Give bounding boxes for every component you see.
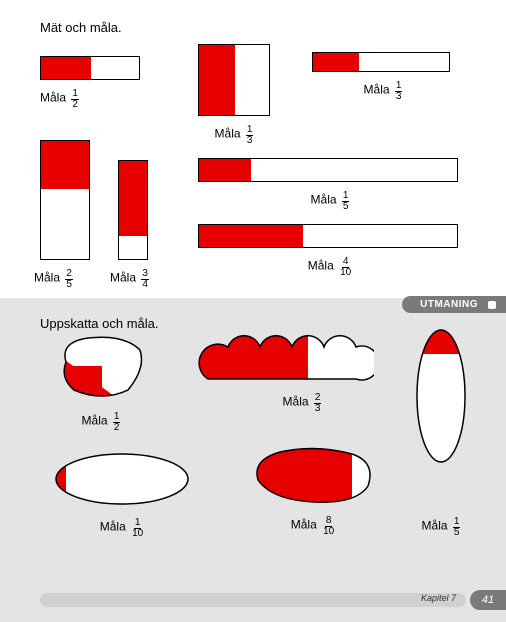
cloud-icon (190, 335, 374, 383)
rect (198, 158, 458, 182)
shape-label: Måla 12 (54, 411, 148, 432)
measure-section: Mät och måla. Måla 12 Måla 13 Måla 13 Må… (0, 0, 506, 298)
ellipse-icon (414, 326, 468, 466)
shape-ellipse-vertical (414, 326, 468, 471)
rect-label: Måla 25 (34, 268, 100, 289)
shape-label: Måla 810 (248, 515, 378, 536)
rect (312, 52, 450, 72)
ellipse-h-icon (52, 450, 192, 508)
page-number: 41 (470, 590, 506, 610)
shape-cloud: Måla 23 (190, 335, 374, 413)
fraction: 13 (246, 125, 254, 146)
rect-fill (119, 161, 147, 236)
rect-group-two-fifths (40, 140, 90, 260)
blob2-icon (248, 444, 378, 506)
rect (40, 140, 90, 260)
rect-fill (199, 159, 251, 181)
rect-fill (199, 45, 235, 115)
label-text: Måla (364, 83, 390, 97)
rect-group-third-bar (312, 52, 450, 72)
label-text: Måla (311, 193, 337, 207)
fraction: 12 (113, 412, 121, 433)
rect-label: Måla 12 (40, 88, 100, 109)
rect-fill (199, 225, 303, 247)
label-text: Måla (308, 259, 334, 273)
chapter-label: Kapitel 7 (421, 593, 456, 603)
label-text: Måla (283, 395, 309, 409)
fraction: 23 (314, 393, 322, 414)
rect-label: Måla 34 (110, 268, 170, 289)
rect-group-four-tenths (198, 224, 458, 248)
rect-label: Måla 410 (300, 256, 360, 277)
rect-label: Måla 13 (348, 80, 418, 101)
rect-group-three-quarters (118, 160, 148, 260)
rect-group-third-sq (198, 44, 270, 116)
label-text: Måla (40, 91, 66, 105)
fraction: 25 (65, 269, 73, 290)
fraction: 34 (141, 269, 149, 290)
shape-blob-eight: Måla 810 (248, 444, 378, 536)
rect (118, 160, 148, 260)
fraction: 15 (453, 517, 461, 538)
fraction: 810 (322, 516, 335, 537)
shape-ellipse-h: Måla 110 (52, 450, 192, 538)
shape-label: Måla 110 (52, 517, 192, 538)
rect-group-half (40, 56, 140, 80)
label-text: Måla (291, 518, 317, 532)
label-text: Måla (34, 271, 60, 285)
bottom-heading: Uppskatta och måla. (40, 316, 476, 331)
label-text: Måla (100, 520, 126, 534)
shape-label: Måla 15 (414, 516, 468, 537)
blob-icon (54, 332, 148, 402)
top-heading: Mät och måla. (40, 20, 476, 35)
fraction: 410 (339, 257, 352, 278)
rect-fill (41, 141, 89, 189)
estimate-section: UTMANING Uppskatta och måla. Måla 12 (0, 298, 506, 622)
label-text: Måla (422, 519, 448, 533)
shape-label: Måla 23 (230, 392, 374, 413)
fraction: 12 (71, 89, 79, 110)
fraction: 110 (131, 518, 144, 539)
label-text: Måla (215, 127, 241, 141)
rect (198, 224, 458, 248)
rect (198, 44, 270, 116)
shape-blob-half: Måla 12 (54, 332, 148, 432)
rect-label: Måla 13 (198, 124, 270, 145)
rect-fill (41, 57, 91, 79)
rect-label: Måla 15 (300, 190, 360, 211)
rect (40, 56, 140, 80)
fraction: 13 (395, 81, 403, 102)
label-text: Måla (82, 414, 108, 428)
label-text: Måla (110, 271, 136, 285)
rect-fill (313, 53, 359, 71)
rect-group-one-fifth (198, 158, 458, 182)
footer-bar (40, 593, 466, 607)
challenge-tab: UTMANING (402, 296, 506, 313)
footer: Kapitel 7 41 (40, 590, 506, 610)
fraction: 15 (342, 191, 350, 212)
